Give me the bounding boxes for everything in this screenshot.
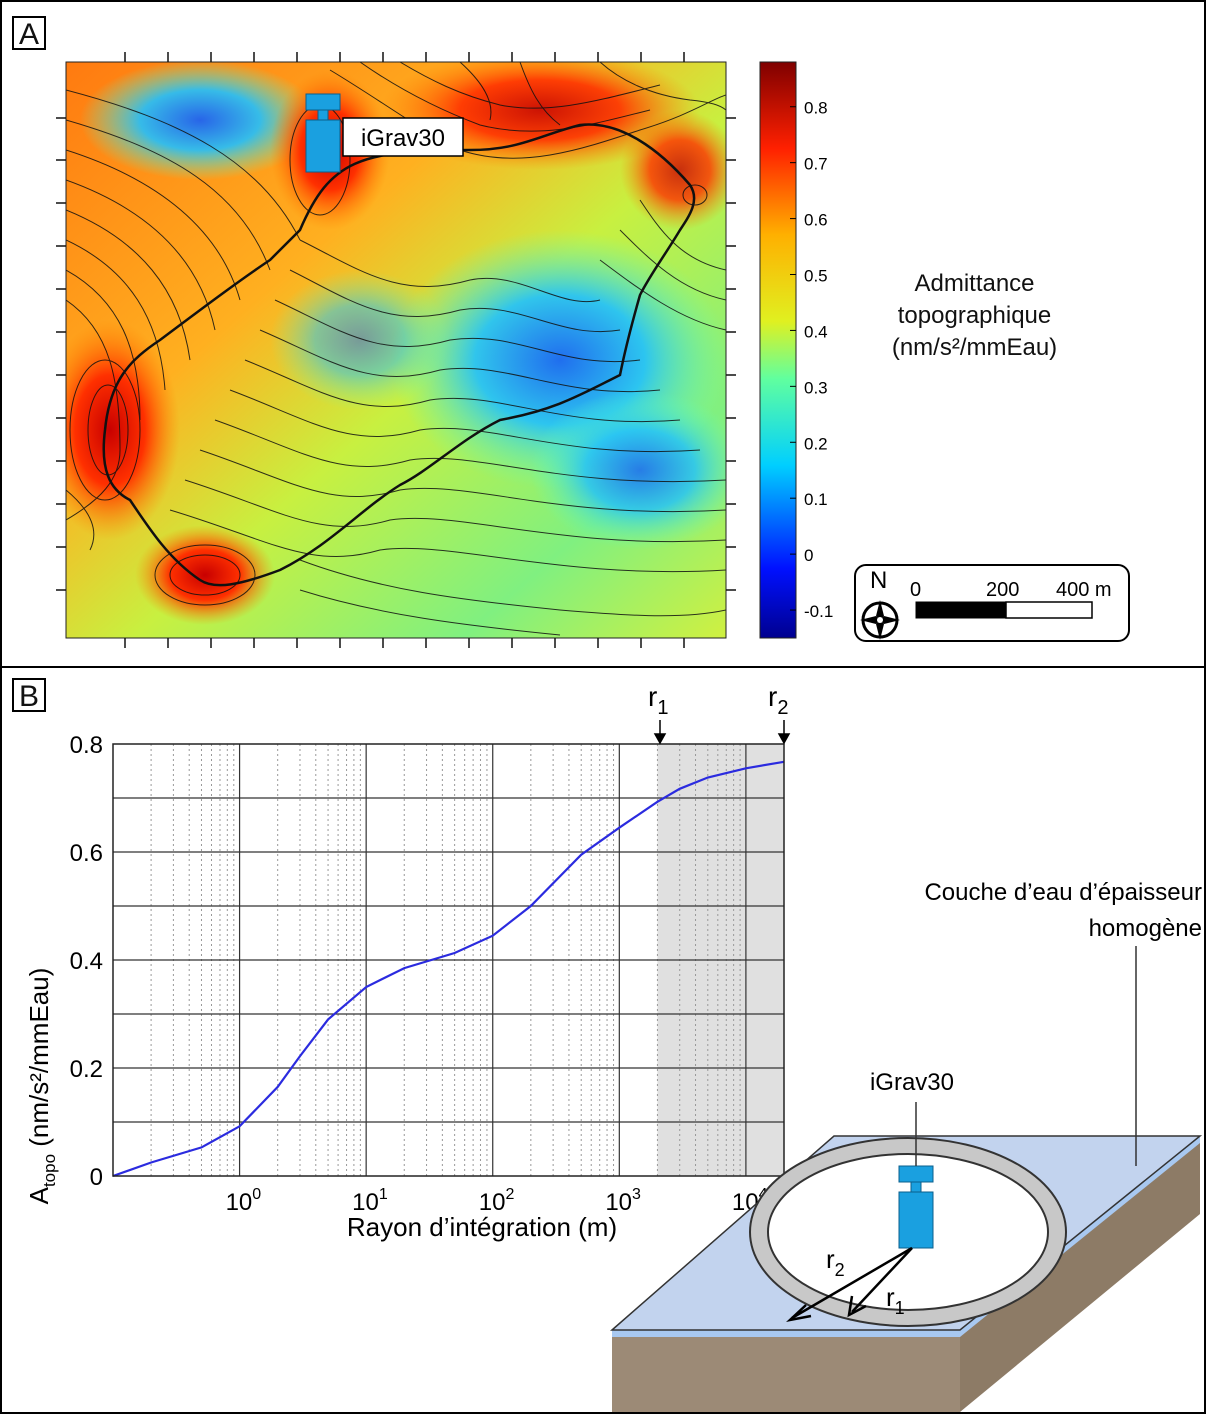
colorbar-tick-label: 0.3 <box>804 378 828 397</box>
panel-b: B 00.20.40.60.8100101102103104 r1 r2 Ato… <box>0 666 1206 1414</box>
y-tick-label: 0.8 <box>70 732 103 759</box>
chart-axes <box>112 743 785 1177</box>
colorbar-tick-label: 0.4 <box>804 322 828 341</box>
catchment-boundary <box>102 123 696 587</box>
colorbar-tick-label: 0.7 <box>804 155 828 174</box>
colorbar-title-line3: (nm/s²/mmEau) <box>891 334 1058 361</box>
colorbar-title-line1: Admittance <box>914 270 1035 297</box>
diagram-r1-label: r1 <box>886 1282 905 1318</box>
panel-a-label: A <box>12 16 46 51</box>
y-tick-label: 0.6 <box>70 840 103 867</box>
admittance-chart: 00.20.40.60.8100101102103104 r1 r2 Atopo… <box>24 681 1203 1412</box>
colorbar-title-line2: topographique <box>897 302 1052 329</box>
compass-icon <box>860 600 900 640</box>
panel-b-label: B <box>12 678 46 713</box>
x-tick-label: 103 <box>605 1186 641 1216</box>
admittance-curve <box>112 760 785 1178</box>
admittance-series-line <box>112 760 785 1178</box>
admittance-map: iGrav30 0.8 0.7 0.6 0.5 0.4 0.3 0.2 0.1 0 -0.1 <box>56 52 833 648</box>
scale-tick-200: 200 <box>986 579 1019 601</box>
map-igrav-label: iGrav30 <box>361 125 445 152</box>
colorbar-tick-label: 0 <box>804 546 813 565</box>
r2-marker-label: r2 <box>768 681 788 719</box>
scale-bar-box: N 0 200 400 m <box>854 564 1130 642</box>
scale-tick-0: 0 <box>910 579 921 601</box>
colorbar-tick-label: -0.1 <box>804 602 833 621</box>
ground-slab-side <box>960 1136 1200 1412</box>
chart-tick-labels: 00.20.40.60.8100101102103104 <box>70 732 768 1216</box>
y-axis-label: Atopo (nm/s²/mmEau) <box>24 968 59 1205</box>
panel-a: A <box>0 0 1206 668</box>
y-tick-label: 0.4 <box>70 948 103 975</box>
ground-slab-front <box>612 1330 960 1412</box>
diagram-r2-label: r2 <box>826 1244 845 1280</box>
water-layer-diagram: r2 r1 iGrav30 Couche d’eau d’épaisseur h… <box>610 879 1203 1412</box>
plot-frame <box>112 743 785 1177</box>
r-marker-arrows <box>653 720 791 745</box>
y-tick-label: 0.2 <box>70 1056 103 1083</box>
colorbar-tick-label: 0.8 <box>804 99 828 118</box>
y-tick-label: 0 <box>90 1164 103 1191</box>
diagram-igrav-icon <box>898 1165 934 1249</box>
colorbar-tick-label: 0.1 <box>804 490 828 509</box>
map-raster <box>66 62 726 638</box>
igrav-icon <box>305 93 341 173</box>
colorbar-ticks: 0.8 0.7 0.6 0.5 0.4 0.3 0.2 0.1 0 -0.1 <box>790 99 833 621</box>
layer-label-line1: Couche d’eau d’épaisseur <box>924 879 1202 906</box>
r1-marker-label: r1 <box>648 681 668 719</box>
colorbar-tick-label: 0.2 <box>804 434 828 453</box>
radius-r2-arrow <box>791 1246 913 1320</box>
x-axis-label: Rayon d’intégration (m) <box>347 1212 617 1242</box>
layer-label-line2: homogène <box>1089 915 1202 942</box>
scale-tick-400: 400 m <box>1056 579 1112 601</box>
colorbar-title: Admittance topographique (nm/s²/mmEau) <box>862 268 1087 364</box>
colorbar-tick-label: 0.5 <box>804 267 828 286</box>
x-tick-label: 101 <box>352 1186 388 1216</box>
north-label: N <box>870 567 887 594</box>
radius-r1-arrow <box>851 1247 913 1313</box>
colorbar <box>759 61 797 639</box>
x-tick-label: 100 <box>226 1186 262 1216</box>
x-tick-label: 102 <box>479 1186 515 1216</box>
chart-grid <box>113 744 784 1176</box>
diagram-igrav-label: iGrav30 <box>870 1069 954 1096</box>
colorbar-tick-label: 0.6 <box>804 211 828 230</box>
